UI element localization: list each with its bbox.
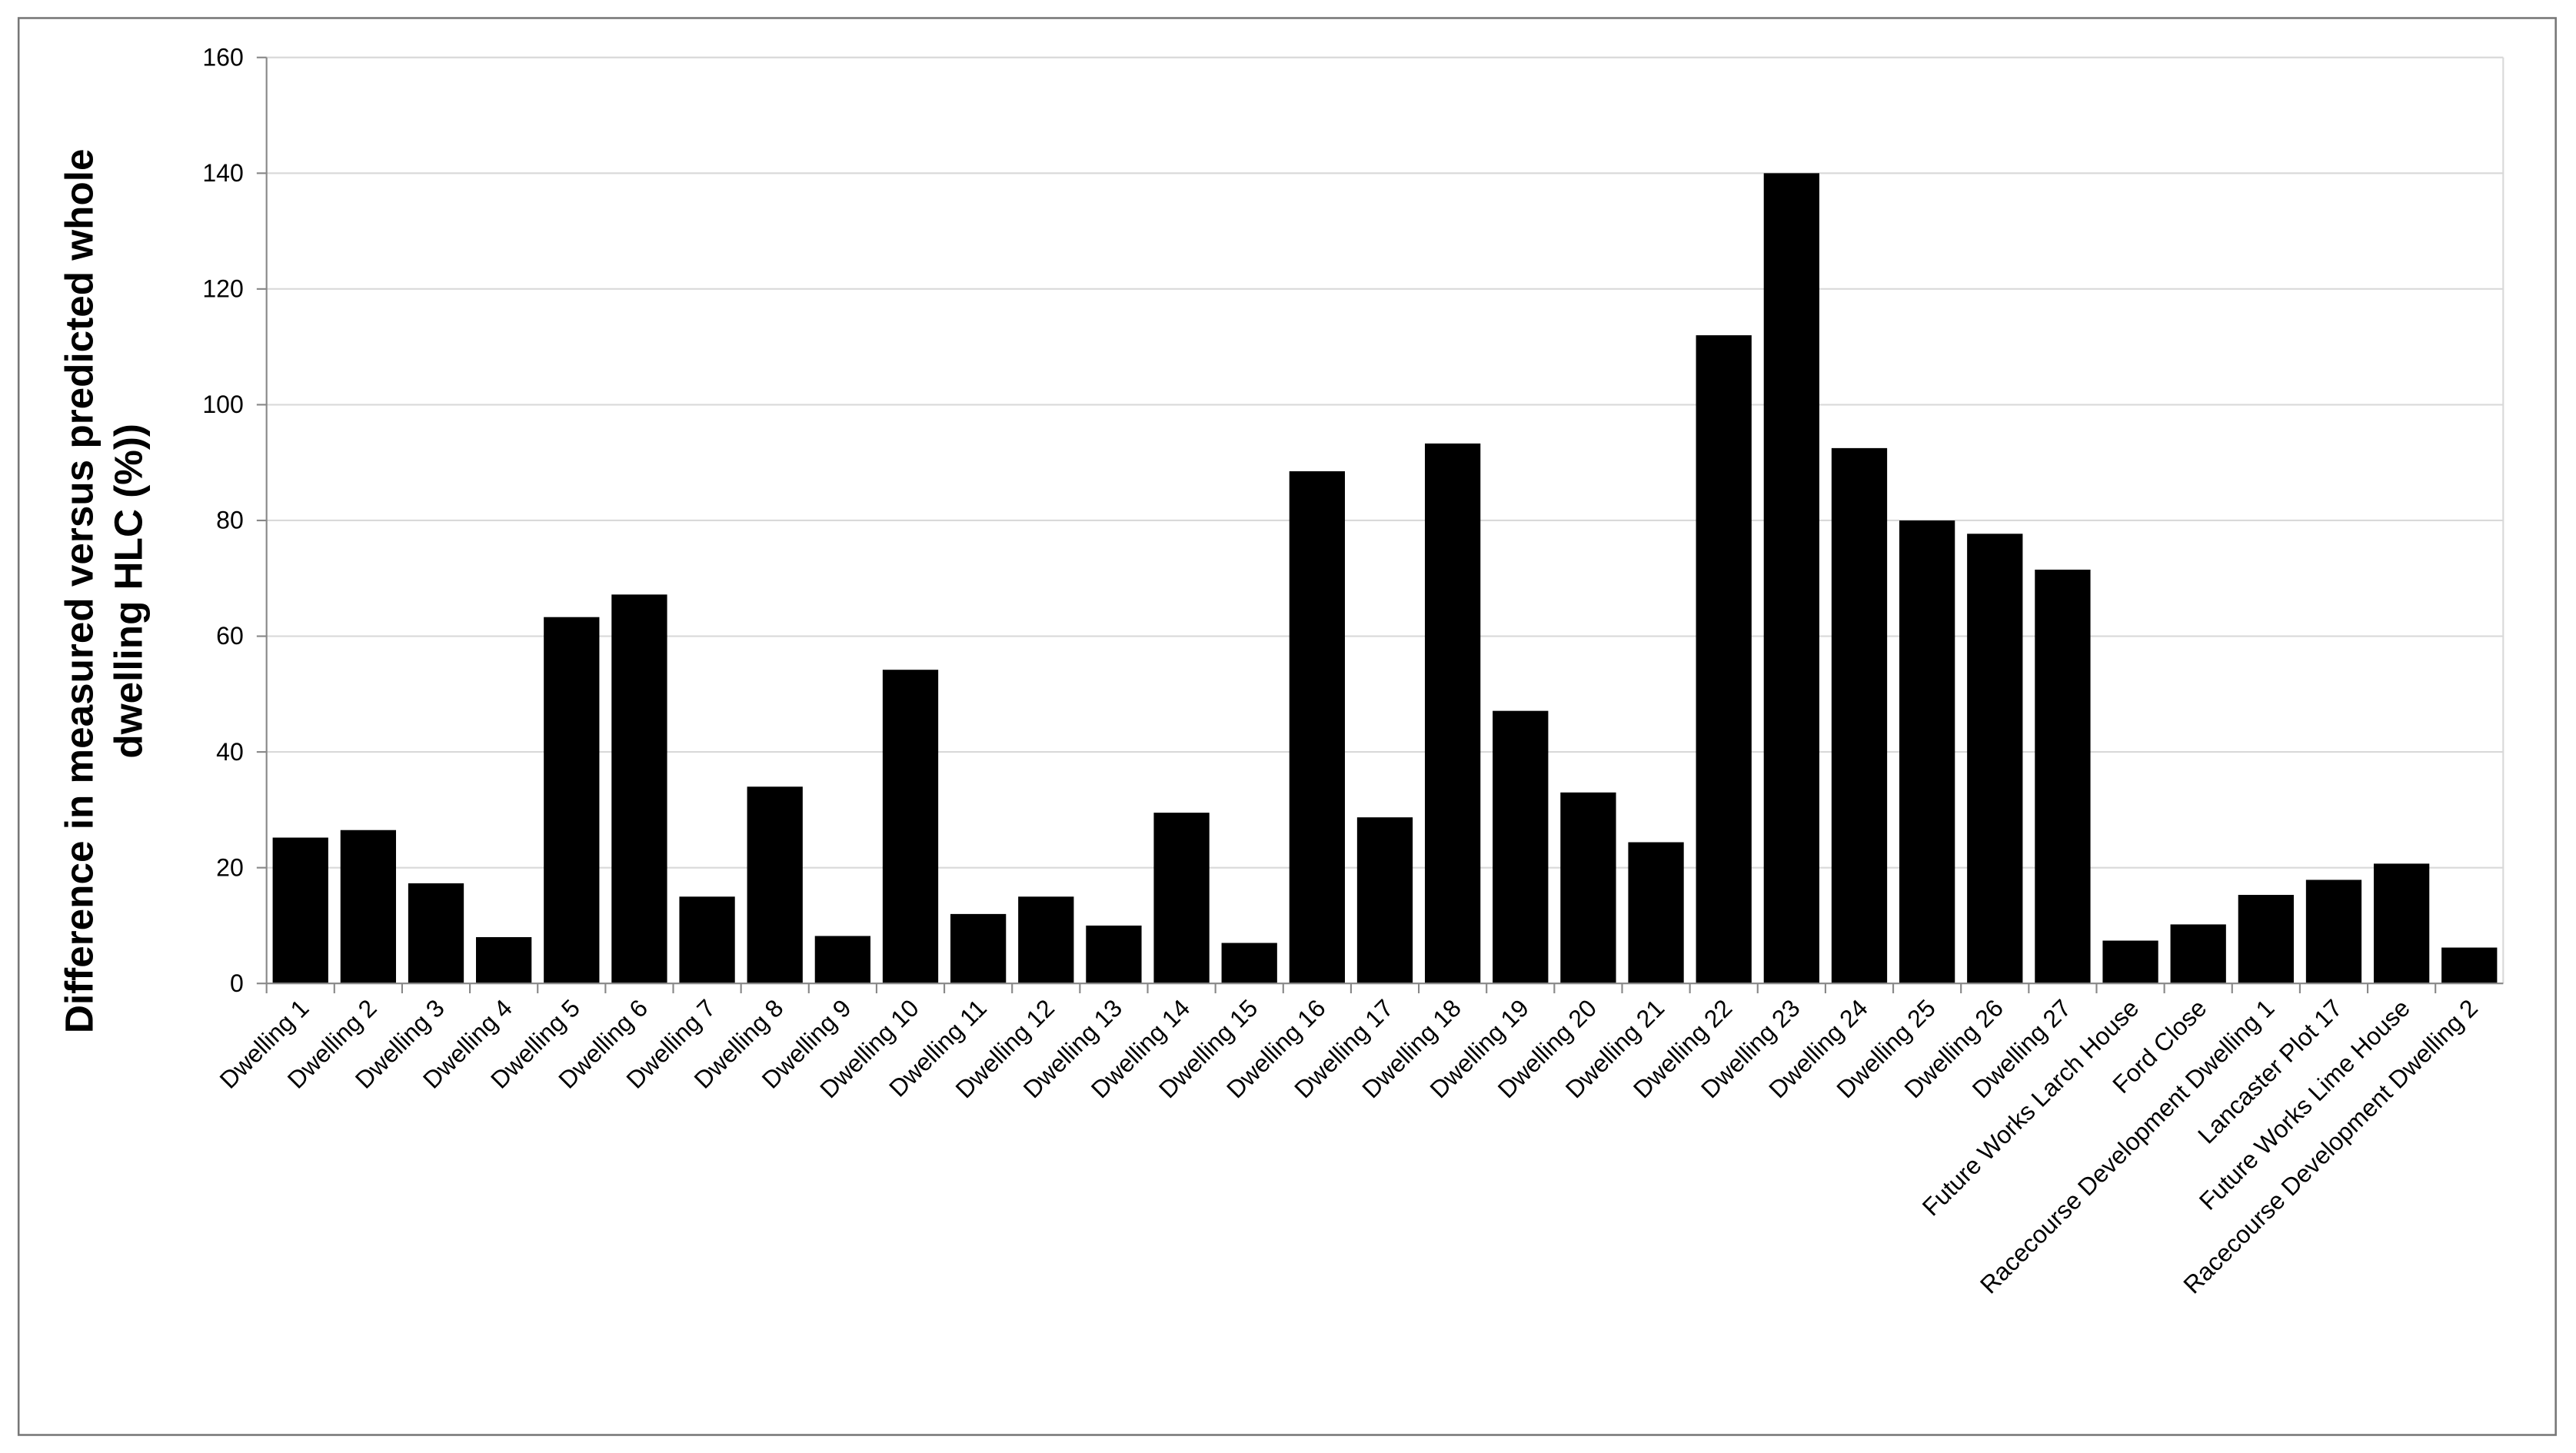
y-tick-label: 20: [216, 853, 244, 881]
bar: [2305, 879, 2362, 984]
y-axis-label: Difference in measured versus predicted …: [57, 148, 101, 1033]
bar: [2441, 947, 2498, 984]
bar: [1696, 335, 1752, 984]
y-tick-label: 60: [216, 622, 244, 650]
bar: [340, 830, 397, 984]
bar: [679, 896, 735, 984]
y-tick-label: 40: [216, 738, 244, 766]
bar: [2102, 940, 2158, 984]
bar: [1289, 470, 1345, 984]
bar: [1831, 447, 1888, 984]
bar: [476, 936, 532, 984]
bar: [882, 670, 939, 984]
bar: [1493, 710, 1549, 984]
bar: [611, 594, 667, 984]
bar: [1153, 813, 1210, 984]
y-tick-label: 140: [202, 159, 243, 187]
bar: [1628, 842, 1684, 984]
y-tick-label: 0: [230, 969, 244, 997]
y-tick-label: 120: [202, 275, 243, 303]
bar: [1425, 443, 1481, 984]
bar: [747, 786, 803, 984]
bar: [2238, 895, 2294, 984]
bar: [814, 936, 871, 984]
bar: [544, 617, 600, 984]
bar: [1086, 925, 1142, 984]
bar: [1967, 534, 2023, 984]
bar: [2373, 863, 2430, 984]
bar: [1560, 792, 1616, 984]
y-tick-label: 160: [202, 43, 243, 71]
bar: [1899, 520, 1955, 984]
bar: [1763, 173, 1819, 984]
bar: [1018, 896, 1074, 984]
y-tick-label: 100: [202, 391, 243, 418]
y-tick-label: 80: [216, 507, 244, 534]
bar: [1356, 817, 1413, 984]
chart-border: [17, 17, 2557, 1436]
bar: [408, 883, 464, 984]
bar: [2035, 569, 2091, 984]
bar: [1221, 943, 1277, 984]
bar: [272, 837, 328, 984]
bar: [2170, 924, 2226, 984]
y-axis-label: dwelling HLC (%)): [106, 424, 150, 759]
bar: [950, 913, 1007, 984]
